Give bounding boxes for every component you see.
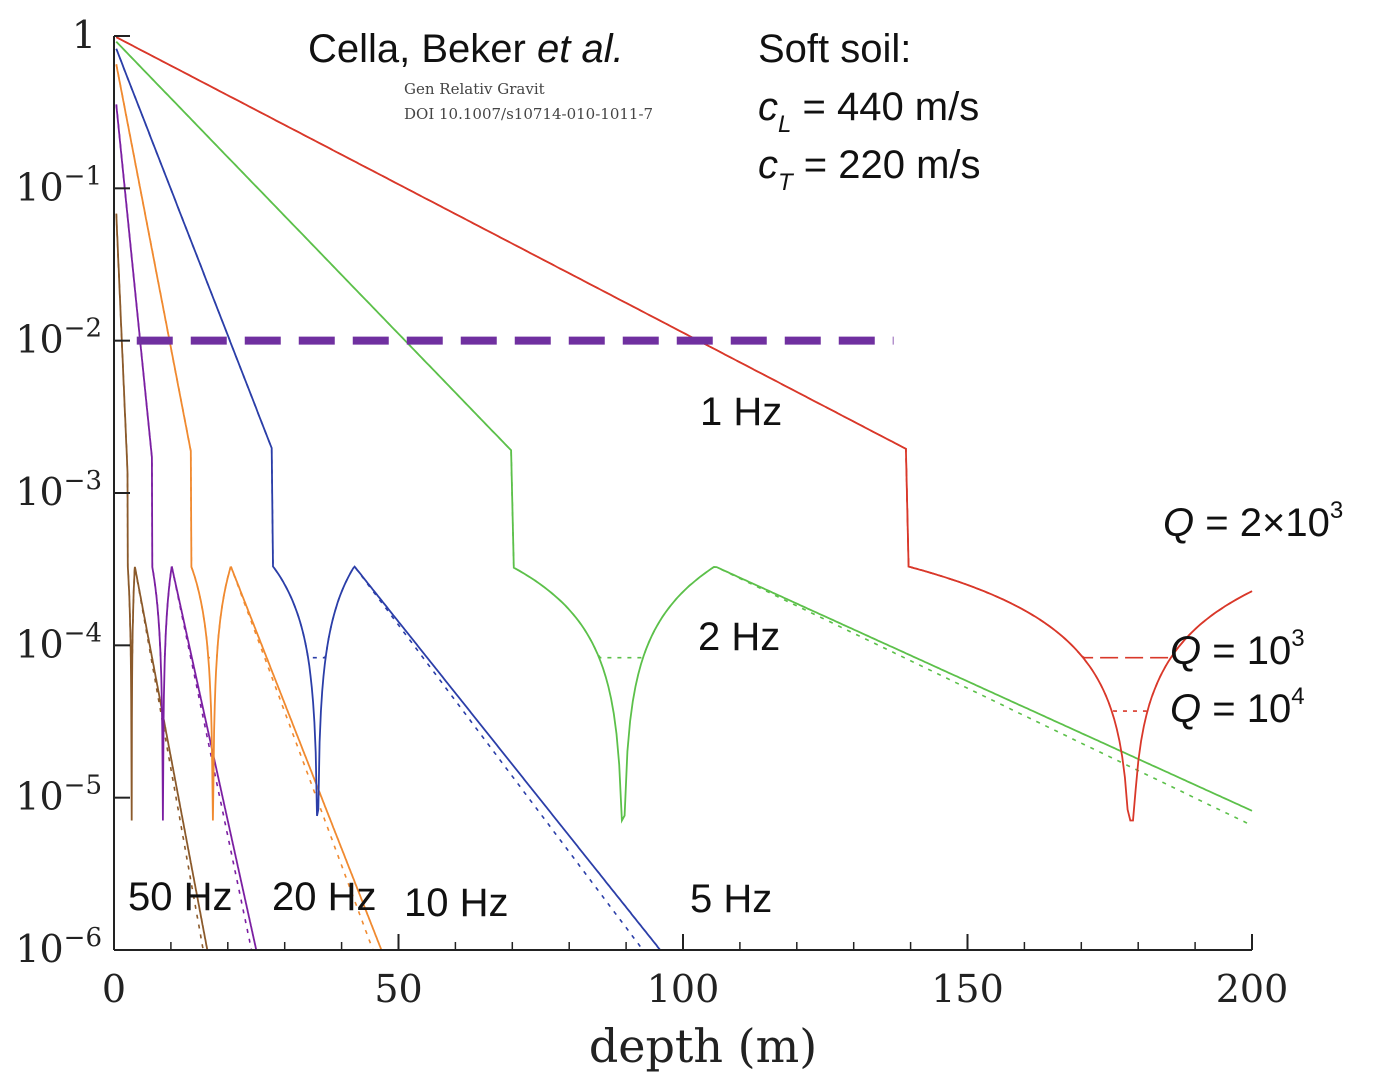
series-50hz-line-0 [115,213,209,951]
y-tick-label: 10−1 [15,161,102,209]
label-5hz: 5 Hz [690,877,772,921]
y-tick-label: 1 [72,13,96,57]
label-1hz: 1 Hz [700,390,782,434]
soil-title: Soft soil: [758,27,911,71]
x-tick-label: 0 [102,967,126,1011]
x-tick-label: 50 [374,967,422,1011]
q-1e4-label: Q = 104 [1170,683,1305,731]
label-20hz: 20 Hz [272,875,377,919]
series-20hz-line-1 [115,104,257,951]
series-5hz-line-0 [115,48,661,951]
curves-layer [115,36,1253,951]
y-tick-label: 10−4 [15,618,102,666]
label-2hz: 2 Hz [698,615,780,659]
y-tick-label: 10−5 [15,771,102,819]
y-tick-label: 10−6 [15,923,102,971]
y-tick-label: 10−2 [15,314,102,362]
source-title: Cella, Beker et al. [308,27,624,71]
x-tick-label: 100 [647,967,720,1011]
y-tick-label: 10−3 [15,466,102,514]
series-2hz-line-1 [115,41,1253,827]
label-50hz: 50 Hz [128,875,233,919]
series-2hz-line-0 [115,41,1253,824]
cl-label: cL = 440 m/s [758,85,979,138]
series-1hz-line-1 [115,36,1253,659]
series-1hz-line-2 [115,36,1253,712]
ct-label: cT = 220 m/s [758,143,981,196]
q-2e3-label: Q = 2×103 [1163,497,1343,545]
source-doi: DOI 10.1007/s10714-010-1011-7 [404,105,653,123]
series-50hz-line-1 [115,213,208,951]
axes-layer: 0 50 100 150 200 1 10−1 10−2 10−3 10−4 10−5 10−6 dep… [15,13,1288,1073]
x-tick-label: 150 [931,967,1004,1011]
series-10hz-line-1 [115,64,382,951]
q-1e3-label: Q = 103 [1170,625,1305,673]
x-axis-label: depth (m) [589,1019,817,1073]
series-1hz-line-0 [115,36,1253,822]
source-journal: Gen Relativ Gravit [404,80,545,98]
x-tick-label: 200 [1216,967,1289,1011]
series-10hz-line-0 [115,64,383,951]
series-20hz-line-0 [115,104,258,951]
series-5hz-line-1 [115,48,661,951]
label-10hz: 10 Hz [404,881,509,925]
